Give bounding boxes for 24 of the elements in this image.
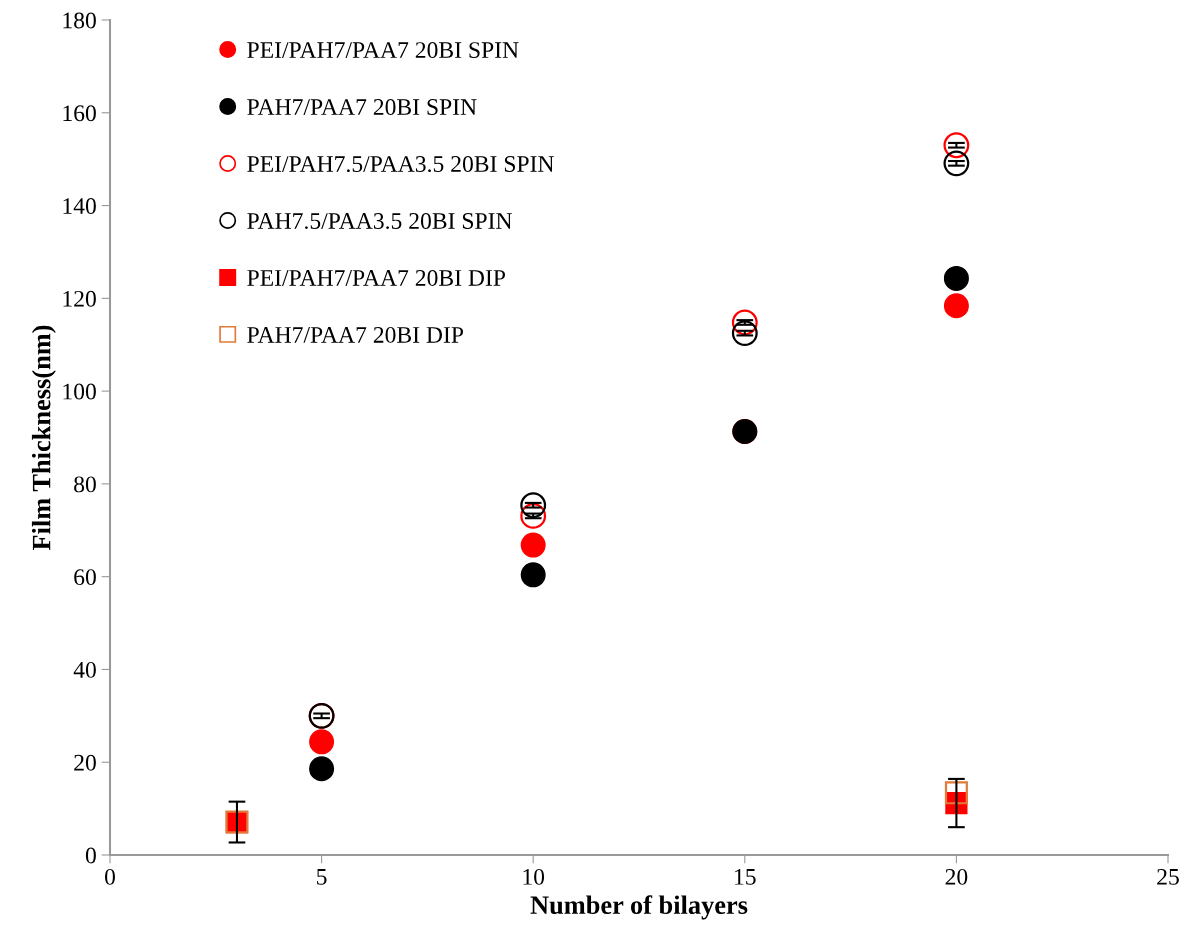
y-tick-label: 80 — [74, 476, 96, 493]
y-tick-label: 180 — [63, 12, 96, 29]
y-tick-label: 140 — [63, 198, 96, 214]
x-tick-label: 0 — [105, 868, 115, 885]
y-tick-label: 20 — [74, 754, 96, 771]
x-tick-label: 15 — [735, 868, 756, 885]
legend-label: PAH7/PAA7 20BI SPIN — [247, 99, 477, 115]
y-tick-label: 120 — [63, 290, 96, 307]
x-tick-label: 20 — [945, 868, 968, 885]
y-tick-label: 40 — [73, 661, 96, 678]
x-tick-label: 5 — [317, 869, 327, 885]
legend-label: PEI/PAH7/PAA7 20BI DIP — [247, 269, 506, 286]
y-tick-label: 160 — [63, 105, 96, 122]
y-axis-title: Film Thickness(nm) — [31, 325, 56, 551]
legend-label: PEI/PAH7.5/PAA3.5 20BI SPIN — [247, 156, 554, 173]
x-tick-label: 25 — [1157, 868, 1179, 885]
y-tick-label: 0 — [85, 847, 96, 864]
legend-label: PEI/PAH7/PAA7 20BI SPIN — [247, 42, 519, 59]
x-axis-title: Number of bilayers — [530, 895, 748, 920]
y-tick-label: 60 — [74, 569, 96, 586]
legend-label: PAH7.5/PAA3.5 20BI SPIN — [247, 213, 512, 230]
y-tick-label: 100 — [63, 383, 96, 400]
legend-label: PAH7/PAA7 20BI DIP — [247, 326, 464, 343]
x-tick-label: 10 — [523, 868, 545, 885]
